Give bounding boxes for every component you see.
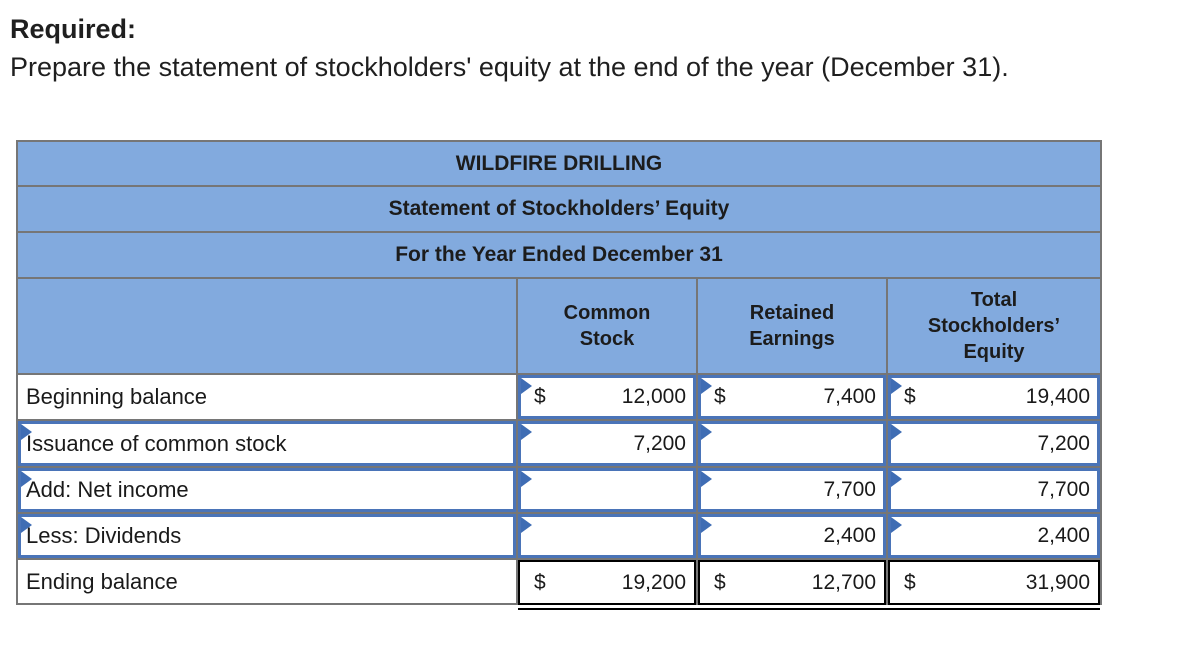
row-label-less-dividends[interactable]: Less: Dividends — [18, 514, 516, 558]
currency-symbol: $ — [534, 570, 546, 594]
currency-symbol: $ — [904, 385, 916, 408]
currency-symbol: $ — [904, 570, 916, 594]
cell-value: 12,700 — [811, 570, 876, 594]
cell-beginning-balance-common-stock[interactable]: $12,000 — [518, 375, 696, 419]
cell-beginning-balance-total-stockholders-equity[interactable]: $19,400 — [888, 375, 1100, 419]
input-marker-icon — [21, 517, 32, 533]
column-header-blank — [18, 279, 516, 373]
input-marker-icon — [891, 378, 902, 394]
cell-value: 2,400 — [1037, 524, 1090, 547]
row-label-text: Add: Net income — [26, 477, 189, 502]
cell-value: 2,400 — [823, 524, 876, 547]
input-marker-icon — [521, 517, 532, 533]
input-marker-icon — [521, 424, 532, 440]
input-marker-icon — [21, 471, 32, 487]
row-label-beginning-balance: Beginning balance — [18, 375, 516, 419]
input-marker-icon — [21, 424, 32, 440]
cell-value: 12,000 — [621, 385, 686, 408]
table-subtitle: Statement of Stockholders’ Equity — [18, 187, 1100, 231]
column-header-line: Common — [563, 302, 651, 324]
input-marker-icon — [521, 471, 532, 487]
input-marker-icon — [701, 378, 712, 394]
input-marker-icon — [891, 517, 902, 533]
currency-symbol: $ — [534, 385, 546, 408]
cell-value: 7,200 — [1037, 431, 1090, 455]
input-marker-icon — [521, 378, 532, 394]
row-label-ending-balance: Ending balance — [18, 560, 516, 605]
column-header-total-stockholders-equity: Total Stockholders’ Equity — [888, 279, 1100, 373]
total-double-underline — [518, 608, 1100, 610]
column-header-line: Equity — [963, 341, 1025, 363]
cell-add-net-income-common-stock[interactable] — [518, 468, 696, 512]
row-label-issuance-of-common-stock[interactable]: Issuance of common stock — [18, 421, 516, 466]
column-header-line: Earnings — [749, 328, 835, 350]
cell-less-dividends-retained-earnings[interactable]: 2,400 — [698, 514, 886, 558]
row-label-add-net-income[interactable]: Add: Net income — [18, 468, 516, 512]
input-marker-icon — [701, 517, 712, 533]
input-marker-icon — [701, 471, 712, 487]
cell-value: 7,700 — [1037, 478, 1090, 501]
column-header-line: Total — [970, 289, 1018, 311]
cell-value: 7,400 — [823, 385, 876, 408]
row-label-text: Less: Dividends — [26, 523, 182, 548]
cell-issuance-of-common-stock-common-stock[interactable]: 7,200 — [518, 421, 696, 466]
cell-ending-balance-retained-earnings: $12,700 — [698, 560, 886, 605]
required-label: Required: — [10, 14, 137, 44]
cell-value: 19,200 — [621, 570, 686, 594]
currency-symbol: $ — [714, 570, 726, 594]
cell-less-dividends-common-stock[interactable] — [518, 514, 696, 558]
currency-symbol: $ — [714, 385, 726, 408]
cell-add-net-income-total-stockholders-equity[interactable]: 7,700 — [888, 468, 1100, 512]
cell-less-dividends-total-stockholders-equity[interactable]: 2,400 — [888, 514, 1100, 558]
input-marker-icon — [891, 471, 902, 487]
row-label-text: Beginning balance — [26, 384, 208, 409]
cell-ending-balance-total-stockholders-equity: $31,900 — [888, 560, 1100, 605]
cell-issuance-of-common-stock-total-stockholders-equity[interactable]: 7,200 — [888, 421, 1100, 466]
cell-value: 31,900 — [1025, 570, 1090, 594]
row-label-text: Issuance of common stock — [26, 430, 287, 456]
input-marker-icon — [891, 424, 902, 440]
cell-value: 19,400 — [1025, 385, 1090, 408]
column-header-line: Stockholders’ — [927, 315, 1061, 337]
column-header-retained-earnings: Retained Earnings — [698, 279, 886, 373]
statement-grid: WILDFIRE DRILLING Statement of Stockhold… — [16, 140, 1102, 605]
stockholders-equity-table: WILDFIRE DRILLING Statement of Stockhold… — [16, 140, 1102, 614]
column-header-common-stock: Common Stock — [518, 279, 696, 373]
row-label-text: Ending balance — [26, 568, 178, 594]
cell-beginning-balance-retained-earnings[interactable]: $7,400 — [698, 375, 886, 419]
cell-value: 7,200 — [633, 431, 686, 455]
cell-value: 7,700 — [823, 478, 876, 501]
column-header-line: Retained — [749, 302, 835, 324]
table-title: WILDFIRE DRILLING — [18, 142, 1100, 185]
instruction-text: Prepare the statement of stockholders' e… — [10, 52, 1009, 82]
cell-issuance-of-common-stock-retained-earnings[interactable] — [698, 421, 886, 466]
cell-add-net-income-retained-earnings[interactable]: 7,700 — [698, 468, 886, 512]
column-header-line: Stock — [579, 328, 635, 350]
input-marker-icon — [701, 424, 712, 440]
cell-ending-balance-common-stock: $19,200 — [518, 560, 696, 605]
table-period: For the Year Ended December 31 — [18, 233, 1100, 277]
